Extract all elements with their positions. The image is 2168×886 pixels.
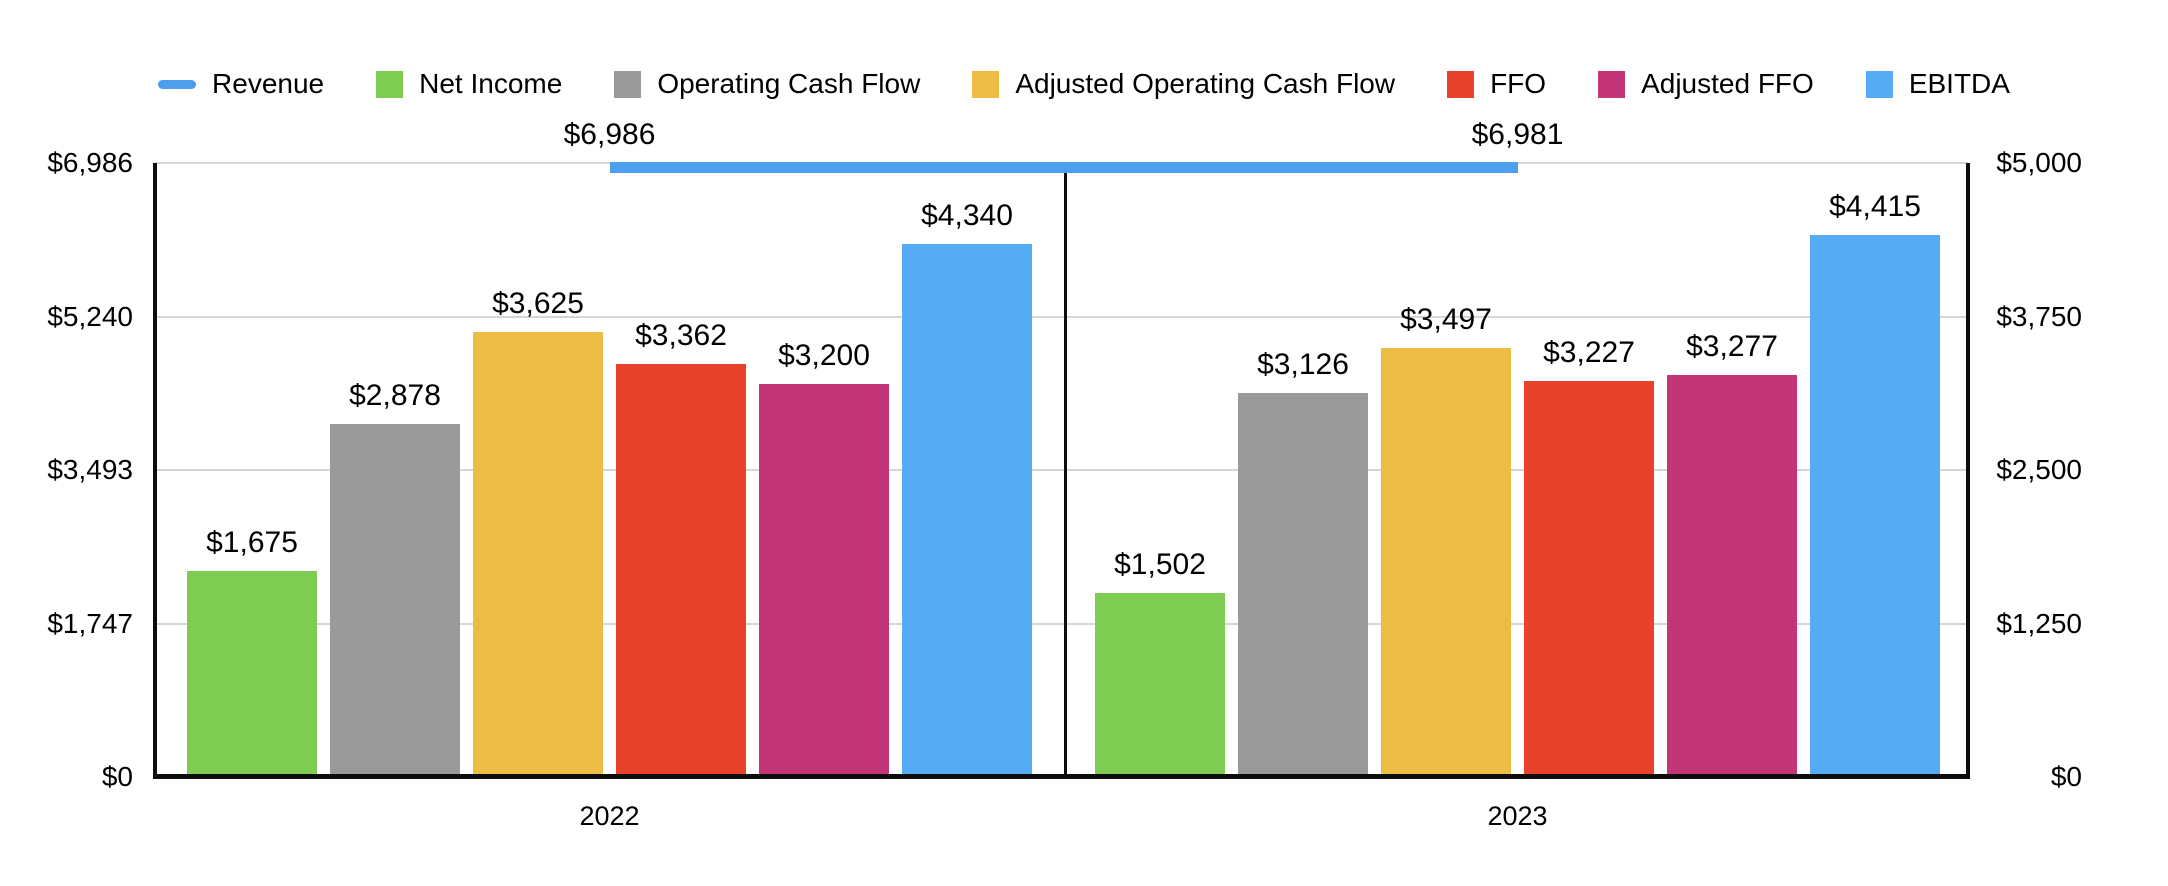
legend-label: FFO [1490,68,1547,99]
bar-value-label-adjusted-operating-cash-flow-2022: $3,625 [492,286,584,320]
bar-operating-cash-flow-2023[interactable] [1238,393,1368,777]
bar-ffo-2022[interactable] [616,364,746,777]
x-axis-label-2023: 2023 [1487,801,1548,831]
right-axis-tick-0: $5,000 [1996,147,2082,178]
bar-slot-ebitda-2023: $4,415 [1810,163,1940,777]
bar-slot-ffo-2022: $3,362 [616,163,746,777]
bar-value-label-operating-cash-flow-2023: $3,126 [1257,348,1349,382]
bar-value-label-ffo-2023: $3,227 [1543,335,1635,369]
x-axis-line [153,774,1970,779]
right-axis-tick-2: $2,500 [1996,454,2082,485]
category-group-2023: $1,502 $3,126 $3,497 $3,227 $3,277 $4,415 [1067,163,1968,777]
left-axis-tick-1: $5,240 [47,300,133,332]
bar-net-income-2023[interactable] [1095,592,1225,777]
bar-adjusted-operating-cash-flow-2022[interactable] [473,331,603,777]
bar-slot-adjusted-operating-cash-flow-2022: $3,625 [473,163,603,777]
left-axis-tick-3: $1,747 [47,607,133,639]
legend-label: Adjusted Operating Cash Flow [1015,68,1396,99]
left-axis-tick-2: $3,493 [47,454,133,485]
bar-slot-operating-cash-flow-2022: $2,878 [330,163,460,777]
right-axis-tick-1: $3,750 [1996,300,2082,332]
revenue-line[interactable] [609,162,1518,173]
legend-label: Adjusted FFO [1641,68,1814,99]
bar-value-label-ebitda-2022: $4,340 [921,199,1013,233]
category-group-2022: $1,675 $2,878 $3,625 $3,362 $3,200 $4,340 [155,163,1064,777]
legend-item-revenue[interactable]: Revenue [158,68,324,100]
legend-swatch-ffo [1447,70,1475,98]
legend-item-ffo[interactable]: FFO [1447,68,1546,100]
gridline [155,315,1968,318]
bar-ebitda-2022[interactable] [902,244,1032,777]
bar-net-income-2022[interactable] [187,571,317,777]
revenue-value-label-2023: $6,981 [1471,118,1564,151]
bar-value-label-net-income-2022: $1,675 [206,526,298,560]
bar-value-label-net-income-2023: $1,502 [1114,547,1206,581]
left-axis-line [153,163,157,777]
left-axis-labels: $6,986 $5,240 $3,493 $1,747 $0 [0,147,133,792]
bar-slot-adjusted-ffo-2023: $3,277 [1667,163,1797,777]
legend-swatch-net-income [376,70,404,98]
revenue-value-label-2022: $6,986 [563,118,656,151]
bar-slot-ffo-2023: $3,227 [1524,163,1654,777]
bar-value-label-ebitda-2023: $4,415 [1829,189,1921,223]
legend-swatch-operating-cash-flow [614,70,642,98]
right-axis-tick-3: $1,250 [1996,607,2082,639]
legend-item-operating-cash-flow[interactable]: Operating Cash Flow [614,68,920,100]
bar-value-label-adjusted-ffo-2023: $3,277 [1686,329,1778,363]
bar-ebitda-2023[interactable] [1810,234,1940,777]
bar-adjusted-ffo-2023[interactable] [1667,374,1797,777]
legend-label: EBITDA [1908,68,2010,99]
legend-swatch-adjusted-ffo [1598,70,1626,98]
legend-swatch-adjusted-operating-cash-flow [972,70,1000,98]
bar-ffo-2023[interactable] [1524,380,1654,777]
bar-slot-net-income-2023: $1,502 [1095,163,1225,777]
bar-slot-operating-cash-flow-2023: $3,126 [1238,163,1368,777]
legend-label: Operating Cash Flow [657,68,921,99]
right-axis-tick-4: $0 [2050,761,2082,792]
bar-slot-net-income-2022: $1,675 [187,163,317,777]
bar-value-label-operating-cash-flow-2022: $2,878 [349,378,441,412]
gridline [155,622,1968,625]
bar-value-label-adjusted-operating-cash-flow-2023: $3,497 [1400,302,1492,336]
right-axis-line [1966,163,1970,777]
bar-value-label-adjusted-ffo-2022: $3,200 [778,339,870,373]
bar-adjusted-ffo-2022[interactable] [759,384,889,777]
legend-swatch-revenue [158,79,197,89]
legend-label: Net Income [419,68,563,99]
right-axis-labels: $5,000 $3,750 $2,500 $1,250 $0 [1986,147,2082,792]
legend-swatch-ebitda [1865,70,1893,98]
legend-item-ebitda[interactable]: EBITDA [1865,68,2010,100]
gridline [155,469,1968,471]
plot-area: $1,675 $2,878 $3,625 $3,362 $3,200 $4,340 $1,5… [153,118,1970,831]
chart-legend: Revenue Net Income Operating Cash Flow Adju… [0,68,2168,100]
x-axis-label-2022: 2022 [579,801,640,831]
bar-operating-cash-flow-2022[interactable] [330,423,460,777]
bar-slot-adjusted-ffo-2022: $3,200 [759,163,889,777]
bar-slot-adjusted-operating-cash-flow-2023: $3,497 [1381,163,1511,777]
bar-value-label-ffo-2022: $3,362 [635,319,727,353]
left-axis-tick-4: $0 [101,761,133,792]
bar-adjusted-operating-cash-flow-2023[interactable] [1381,347,1511,777]
legend-item-adjusted-ffo[interactable]: Adjusted FFO [1598,68,1814,100]
legend-item-net-income[interactable]: Net Income [376,68,562,100]
left-axis-tick-0: $6,986 [47,147,133,178]
category-divider-line [1064,163,1067,777]
legend-label: Revenue [212,68,325,99]
bar-slot-ebitda-2022: $4,340 [902,163,1032,777]
legend-item-adjusted-operating-cash-flow[interactable]: Adjusted Operating Cash Flow [972,68,1395,100]
